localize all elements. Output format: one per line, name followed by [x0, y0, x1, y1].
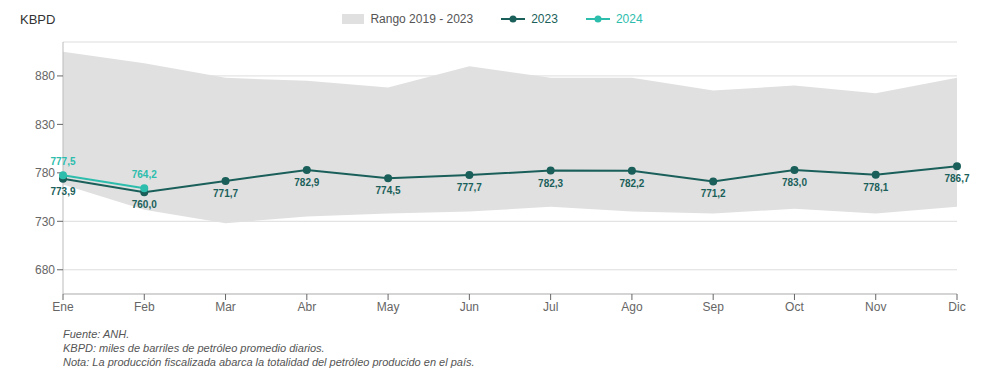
svg-text:880: 880 — [35, 69, 55, 83]
html-text:KBPD: miles de barriles de pet: KBPD: miles de barriles de petróleo prom… — [63, 342, 325, 354]
svg-text:Nov: Nov — [865, 300, 886, 314]
svg-text:783,0: 783,0 — [782, 177, 807, 188]
svg-text:Oct: Oct — [785, 300, 804, 314]
svg-text:680: 680 — [35, 263, 55, 277]
svg-text:782,3: 782,3 — [538, 178, 563, 189]
html-text:KBPD: KBPD — [20, 12, 56, 27]
svg-text:Jul: Jul — [543, 300, 558, 314]
svg-text:Ago: Ago — [621, 300, 643, 314]
svg-text:771,7: 771,7 — [213, 188, 238, 199]
svg-text:780: 780 — [35, 166, 55, 180]
svg-text:Dic: Dic — [948, 300, 965, 314]
svg-text:Sep: Sep — [703, 300, 725, 314]
svg-text:Jun: Jun — [460, 300, 479, 314]
html-text:Fuente: ANH.: Fuente: ANH. — [63, 328, 130, 340]
svg-text:771,2: 771,2 — [701, 188, 726, 199]
svg-text:786,7: 786,7 — [944, 173, 969, 184]
svg-text:730: 730 — [35, 215, 55, 229]
html-text:2024: 2024 — [615, 12, 643, 26]
svg-text:777,5: 777,5 — [50, 156, 75, 167]
svg-text:Mar: Mar — [215, 300, 236, 314]
html-text:2023: 2023 — [531, 12, 558, 26]
html-text:Nota: La producción fiscalizad: Nota: La producción fiscalizada abarca l… — [63, 356, 475, 368]
svg-text:760,0: 760,0 — [132, 199, 157, 210]
html-text:Rango 2019 - 2023: Rango 2019 - 2023 — [370, 12, 474, 26]
svg-text:782,2: 782,2 — [619, 178, 644, 189]
svg-text:Abr: Abr — [297, 300, 316, 314]
svg-text:782,9: 782,9 — [294, 177, 319, 188]
svg-text:778,1: 778,1 — [863, 182, 888, 193]
svg-text:830: 830 — [35, 118, 55, 132]
svg-text:773,9: 773,9 — [50, 186, 75, 197]
svg-text:774,5: 774,5 — [376, 185, 401, 196]
svg-text:May: May — [377, 300, 400, 314]
svg-text:764,2: 764,2 — [132, 169, 157, 180]
svg-text:Feb: Feb — [134, 300, 155, 314]
svg-text:777,7: 777,7 — [457, 182, 482, 193]
svg-text:Ene: Ene — [52, 300, 74, 314]
